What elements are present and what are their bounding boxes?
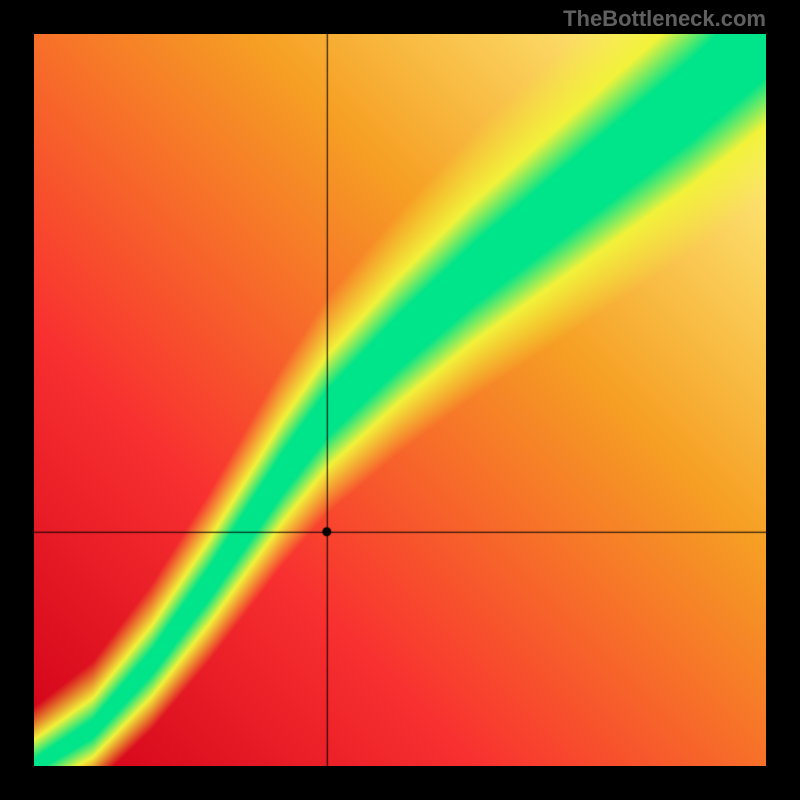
- chart-container: TheBottleneck.com: [0, 0, 800, 800]
- watermark-text: TheBottleneck.com: [563, 6, 766, 32]
- bottleneck-heatmap: [34, 34, 766, 766]
